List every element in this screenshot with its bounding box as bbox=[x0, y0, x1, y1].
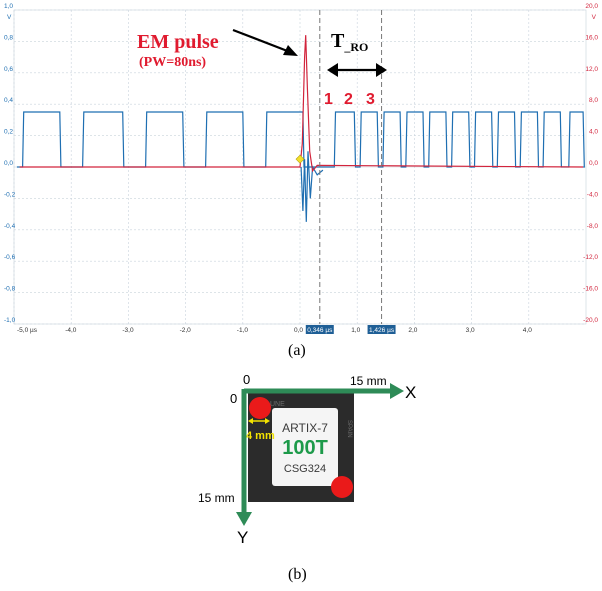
chip-line2: 100T bbox=[282, 437, 328, 459]
em-pulse-annotation: EM pulse (PW=80ns) bbox=[137, 28, 298, 70]
y-right-tick-label: 0,0 bbox=[589, 160, 598, 167]
y-right-tick-label: -20,0 bbox=[583, 317, 598, 324]
y-right-tick-label: 8,0 bbox=[589, 97, 598, 104]
chip-coordinate-figure: UNE SPAIN ARTIX-7 100T CSG324 4 mm 0 0 1… bbox=[198, 372, 416, 547]
x-axis-arrowhead bbox=[390, 383, 404, 399]
ro-signal-trace bbox=[16, 111, 585, 168]
y-left-tick-label: 0,4 bbox=[4, 97, 13, 104]
cursor-readout-box bbox=[305, 325, 334, 334]
t-ro-sub: _RO bbox=[343, 40, 368, 54]
y-left-tick-label: -0,6 bbox=[4, 254, 16, 261]
spacing-marker-head-right bbox=[265, 418, 270, 424]
y-right-tick-label: 20,0 bbox=[585, 3, 598, 10]
y-left-tick-label: -0,2 bbox=[4, 191, 16, 198]
chart-traces bbox=[16, 35, 585, 222]
y-right-tick-label: 4,0 bbox=[589, 129, 598, 136]
t-ro-arrowhead-left bbox=[327, 63, 338, 77]
chip-mark-right: SPAIN bbox=[346, 420, 352, 438]
spacing-label: 4 mm bbox=[246, 430, 275, 442]
chart-axes: 1,00,80,60,40,20,0-0,2-0,4-0,6-0,8-1,020… bbox=[4, 3, 598, 334]
cursor-readout: 0,346 µs bbox=[307, 327, 333, 334]
chart-cursors: 0,346 µs 1,426 µs bbox=[305, 10, 396, 334]
pulse-width-label: (PW=80ns) bbox=[139, 55, 206, 70]
y-end-label: 15 mm bbox=[198, 491, 235, 505]
y-left-tick-label: -1,0 bbox=[4, 317, 16, 324]
x-tick-label: 3,0 bbox=[466, 327, 475, 334]
probe-point-top-left bbox=[249, 397, 271, 419]
spacing-marker-head-left bbox=[248, 418, 253, 424]
y-right-tick-label: 16,0 bbox=[585, 34, 598, 41]
y-right-unit: V bbox=[592, 14, 597, 21]
x-tick-label: 0,0 bbox=[294, 327, 303, 334]
y-right-tick-label: 12,0 bbox=[585, 66, 598, 73]
y-left-tick-label: -0,4 bbox=[4, 223, 16, 230]
y-right-tick-label: -4,0 bbox=[587, 191, 599, 198]
x-tick-label: -5,0 µs bbox=[17, 327, 38, 334]
y-axis-arrowhead bbox=[236, 512, 252, 526]
y-left-tick-label: 0,6 bbox=[4, 66, 13, 73]
ro-disturbance-trace bbox=[300, 151, 324, 222]
ro-count-3: 3 bbox=[366, 91, 375, 108]
y-left-tick-label: 1,0 bbox=[4, 3, 13, 10]
t-ro-arrowhead-right bbox=[376, 63, 387, 77]
y-left-tick-label: 0,8 bbox=[4, 34, 13, 41]
y-right-tick-label: -8,0 bbox=[587, 223, 599, 230]
t-ro-main: T bbox=[331, 30, 345, 52]
x-zero-label: 0 bbox=[243, 372, 250, 387]
x-tick-label: 4,0 bbox=[523, 327, 532, 334]
em-pulse-arrowhead bbox=[283, 45, 298, 56]
x-tick-label: 1,0 bbox=[351, 327, 360, 334]
x-tick-label: 2,0 bbox=[408, 327, 417, 334]
chip-mark-top: UNE bbox=[270, 401, 285, 408]
y-left-unit: V bbox=[7, 14, 12, 21]
y-right-tick-label: -16,0 bbox=[583, 286, 598, 293]
chip-line1: ARTIX-7 bbox=[282, 421, 328, 435]
y-axis-name: Y bbox=[237, 528, 248, 547]
em-pulse-trace bbox=[19, 35, 584, 173]
ro-count-2: 2 bbox=[344, 91, 353, 108]
em-pulse-arrow bbox=[232, 28, 291, 54]
y-left-tick-label: -0,8 bbox=[4, 286, 16, 293]
y-right-tick-label: -12,0 bbox=[583, 254, 598, 261]
x-tick-label: -1,0 bbox=[237, 327, 249, 334]
ro-count-labels: 1 2 3 bbox=[324, 91, 375, 108]
t-ro-annotation: T_RO bbox=[327, 30, 387, 77]
x-end-label: 15 mm bbox=[350, 374, 387, 388]
trigger-marker bbox=[295, 154, 305, 164]
plot-border bbox=[13, 9, 587, 325]
probe-point-bottom-right bbox=[331, 476, 353, 498]
oscilloscope-chart: 1,00,80,60,40,20,0-0,2-0,4-0,6-0,8-1,020… bbox=[4, 3, 598, 334]
x-tick-label: -2,0 bbox=[180, 327, 192, 334]
em-pulse-label: EM pulse bbox=[137, 31, 219, 53]
x-tick-label: -3,0 bbox=[122, 327, 134, 334]
y-left-tick-label: 0,0 bbox=[4, 160, 13, 167]
t-ro-label: T_RO bbox=[331, 30, 368, 54]
caption-a: (a) bbox=[288, 342, 306, 359]
x-tick-label: -4,0 bbox=[65, 327, 77, 334]
caption-b: (b) bbox=[288, 566, 307, 583]
x-axis-name: X bbox=[405, 383, 416, 402]
ro-count-1: 1 bbox=[324, 91, 333, 108]
y-left-tick-label: 0,2 bbox=[4, 129, 13, 136]
cursor-readout-box bbox=[367, 325, 396, 334]
chip-line3: CSG324 bbox=[284, 463, 326, 475]
origin-label: 0 bbox=[230, 391, 237, 406]
chip-label-sticker bbox=[272, 408, 338, 486]
cursor-readout: 1,426 µs bbox=[369, 327, 395, 334]
